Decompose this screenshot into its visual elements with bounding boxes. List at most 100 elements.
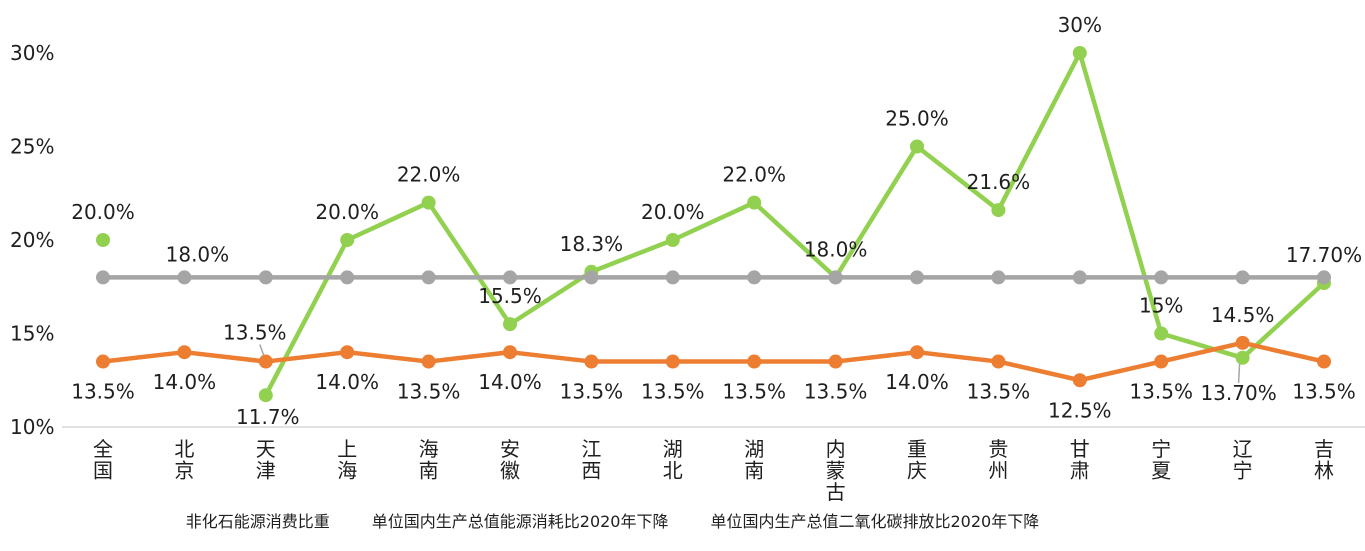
- non-fossil-energy-share-data-label: 15.5%: [478, 284, 542, 308]
- x-axis-category-label: 上海: [337, 437, 357, 483]
- x-axis-category-label: 海南: [419, 437, 439, 483]
- y-axis-tick-label: 15%: [10, 322, 54, 346]
- co2-intensity-decline-marker: [665, 270, 680, 285]
- y-axis-tick-label: 30%: [10, 41, 54, 65]
- legend-label: 非化石能源消费比重: [185, 512, 330, 531]
- energy-intensity-decline-data-label: 13.5%: [71, 380, 135, 404]
- non-fossil-energy-share-data-label: 20.0%: [315, 200, 379, 224]
- non-fossil-energy-share-data-label: 25.0%: [885, 107, 949, 131]
- energy-intensity-decline-data-label: 12.5%: [1048, 398, 1112, 422]
- co2-intensity-decline-marker: [828, 270, 843, 285]
- label-leader-line: [259, 344, 265, 356]
- energy-intensity-decline-marker: [665, 354, 680, 369]
- y-axis-tick-label: 25%: [10, 135, 54, 159]
- co2-intensity-decline-data-label: 18.0%: [166, 242, 230, 266]
- energy-intensity-decline-data-label: 13.5%: [560, 380, 624, 404]
- energy-intensity-decline-data-label: 13.5%: [804, 380, 868, 404]
- energy-intensity-decline-marker: [96, 354, 110, 369]
- co2-intensity-decline-marker: [503, 270, 517, 285]
- co2-intensity-decline-marker: [340, 270, 355, 285]
- non-fossil-energy-share-data-label: 18.3%: [560, 232, 624, 256]
- energy-intensity-decline-marker: [1154, 354, 1169, 369]
- energy-intensity-decline-data-label: 13.5%: [722, 380, 786, 404]
- energy-intensity-decline-data-label: 13.5%: [967, 380, 1031, 404]
- co2-intensity-decline-marker: [584, 270, 599, 285]
- co2-intensity-decline-marker: [258, 270, 273, 285]
- non-fossil-energy-share-data-label: 17.70%: [1286, 243, 1362, 267]
- co2-intensity-decline-marker: [1235, 270, 1250, 285]
- energy-intensity-decline-marker: [421, 354, 436, 369]
- energy-intensity-decline-marker: [258, 354, 273, 369]
- non-fossil-energy-share-data-label: 22.0%: [397, 163, 461, 187]
- energy-intensity-decline-marker: [503, 345, 517, 360]
- non-fossil-energy-share-marker: [910, 139, 924, 154]
- x-axis-category-label: 湖北: [663, 437, 683, 483]
- energy-intensity-decline-data-label: 14.0%: [885, 370, 949, 394]
- legend-label: 单位国内生产总值能源消耗比2020年下降: [371, 512, 669, 531]
- x-axis-category-label: 安徽: [500, 437, 520, 483]
- x-axis-category-label: 辽宁: [1233, 437, 1253, 483]
- non-fossil-energy-share-data-label: 20.0%: [71, 200, 135, 224]
- non-fossil-energy-share-marker: [340, 233, 355, 247]
- co2-intensity-decline-marker: [1154, 270, 1169, 285]
- co2-intensity-decline-marker: [1072, 270, 1087, 285]
- x-axis-category-label: 贵州: [988, 437, 1008, 483]
- non-fossil-energy-share-data-label: 15%: [1139, 294, 1183, 318]
- x-axis-category-label: 天津: [256, 437, 276, 483]
- energy-intensity-decline-data-label: 14.0%: [153, 370, 217, 394]
- label-leader-line: [1237, 363, 1241, 383]
- non-fossil-energy-share-data-label: 18.0%: [804, 237, 868, 261]
- x-axis-category-label: 重庆: [907, 437, 927, 483]
- energy-intensity-decline-marker: [991, 354, 1006, 369]
- co2-intensity-decline-marker: [421, 270, 436, 285]
- energy-intensity-decline-data-label: 13.5%: [641, 380, 705, 404]
- non-fossil-energy-share-marker: [747, 195, 762, 210]
- energy-intensity-decline-marker: [1317, 354, 1331, 369]
- energy-intensity-decline-line: [100, 340, 1327, 383]
- co2-intensity-decline-marker: [96, 270, 110, 285]
- energy-intensity-decline-data-label: 14.5%: [1211, 303, 1275, 327]
- x-axis-category-label: 全国: [93, 437, 113, 483]
- co2-intensity-decline-marker: [1317, 270, 1331, 285]
- non-fossil-energy-share-marker: [665, 233, 680, 247]
- y-axis-tick-label: 20%: [10, 228, 54, 252]
- energy-intensity-decline-data-label: 13.5%: [1129, 380, 1193, 404]
- energy-intensity-decline-marker: [1235, 335, 1250, 350]
- non-fossil-energy-share-marker: [503, 317, 517, 332]
- legend-item-non-fossil-energy-share: 非化石能源消费比重: [186, 508, 330, 532]
- non-fossil-energy-share-marker: [96, 233, 110, 247]
- co2-intensity-decline-marker: [991, 270, 1006, 285]
- non-fossil-energy-share-data-label: 13.70%: [1200, 381, 1276, 405]
- co2-intensity-decline-marker: [747, 270, 762, 285]
- legend-item-energy-intensity-decline: 单位国内生产总值能源消耗比2020年下降: [372, 508, 669, 532]
- energy-intensity-decline-marker: [747, 354, 762, 369]
- non-fossil-energy-share-line: [263, 50, 1327, 398]
- x-axis-category-label: 宁夏: [1151, 437, 1171, 483]
- energy-intensity-decline-marker: [584, 354, 599, 369]
- co2-intensity-decline-marker: [177, 270, 192, 285]
- x-axis-category-label: 北京: [174, 437, 194, 483]
- non-fossil-energy-share-data-label: 20.0%: [641, 200, 705, 224]
- non-fossil-energy-share-marker: [1154, 326, 1169, 341]
- non-fossil-energy-share-marker: [991, 203, 1006, 218]
- legend: 非化石能源消费比重 单位国内生产总值能源消耗比2020年下降 单位国内生产总值二氧化…: [0, 508, 1295, 532]
- x-axis-category-label: 吉林: [1314, 437, 1334, 483]
- legend-item-co2-intensity-decline: 单位国内生产总值二氧化碳排放比2020年下降: [711, 508, 1040, 532]
- y-axis-tick-label: 10%: [10, 415, 54, 439]
- non-fossil-energy-share-data-label: 11.7%: [236, 405, 300, 429]
- energy-intensity-decline-marker: [177, 345, 192, 360]
- non-fossil-energy-share-data-label: 30%: [1058, 13, 1102, 37]
- energy-intensity-decline-data-label: 14.0%: [315, 370, 379, 394]
- energy-intensity-decline-marker: [910, 345, 924, 360]
- energy-intensity-decline-data-label: 14.0%: [478, 370, 542, 394]
- x-axis-category-label: 内蒙古: [826, 437, 846, 504]
- energy-intensity-decline-marker: [1072, 373, 1087, 388]
- non-fossil-energy-share-marker: [421, 195, 436, 210]
- energy-intensity-decline-data-label: 13.5%: [1292, 380, 1356, 404]
- x-axis-category-label: 甘肃: [1070, 437, 1090, 483]
- energy-intensity-decline-marker: [340, 345, 355, 360]
- non-fossil-energy-share-marker: [1235, 350, 1250, 365]
- x-axis-category-label: 湖南: [744, 437, 764, 483]
